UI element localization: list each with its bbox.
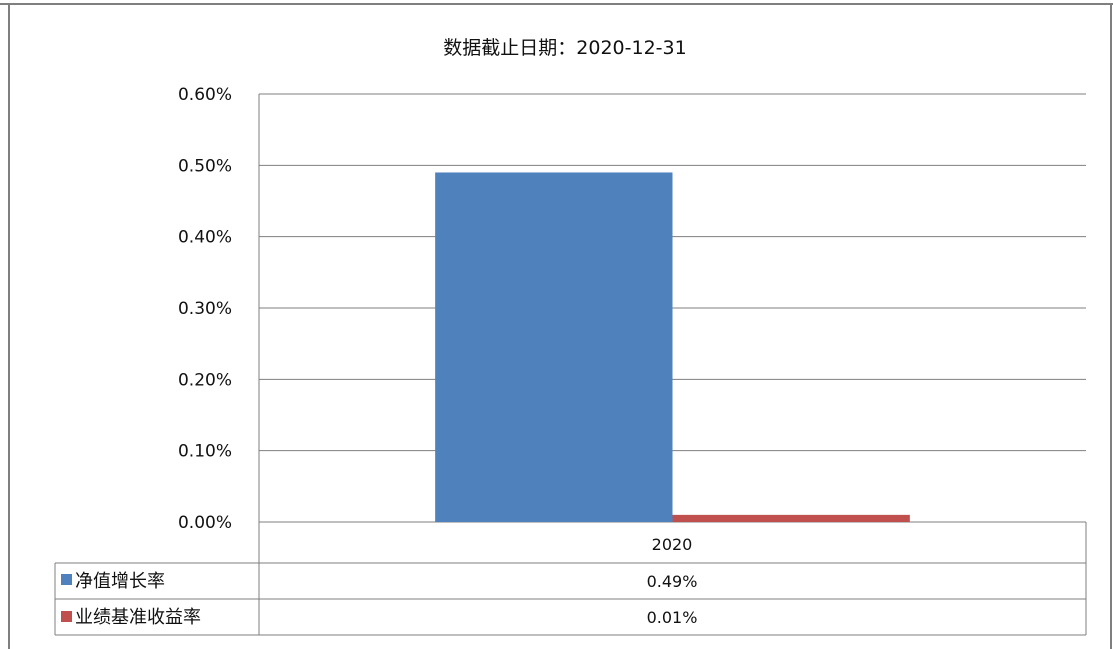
y-tick-label: 0.60% xyxy=(178,85,232,105)
data-label-series-1: 0.49% xyxy=(647,572,698,591)
category-label: 2020 xyxy=(652,535,693,554)
legend-label-series-1: 净值增长率 xyxy=(75,571,165,592)
legend-label-series-2: 业绩基准收益率 xyxy=(75,607,201,628)
y-tick-label: 0.40% xyxy=(178,228,232,248)
bars xyxy=(435,172,910,522)
y-tick-label: 0.00% xyxy=(178,513,232,533)
chart-title: 数据截止日期：2020-12-31 xyxy=(443,37,686,59)
y-tick-label: 0.20% xyxy=(178,370,232,390)
data-table: 2020 净值增长率 0.49% 业绩基准收益率 0.01% xyxy=(54,522,1087,636)
y-axis-ticks: 0.00% 0.10% 0.20% 0.30% 0.40% 0.50% 0.60% xyxy=(178,85,232,533)
y-tick-label: 0.30% xyxy=(178,299,232,319)
legend-swatch-series-2 xyxy=(61,611,72,622)
y-tick-label: 0.50% xyxy=(178,156,232,176)
bar-series-1 xyxy=(435,172,673,522)
y-tick-label: 0.10% xyxy=(178,442,232,462)
legend-swatch-series-1 xyxy=(61,574,72,585)
data-label-series-2: 0.01% xyxy=(647,608,698,627)
bar-series-2 xyxy=(672,514,910,522)
